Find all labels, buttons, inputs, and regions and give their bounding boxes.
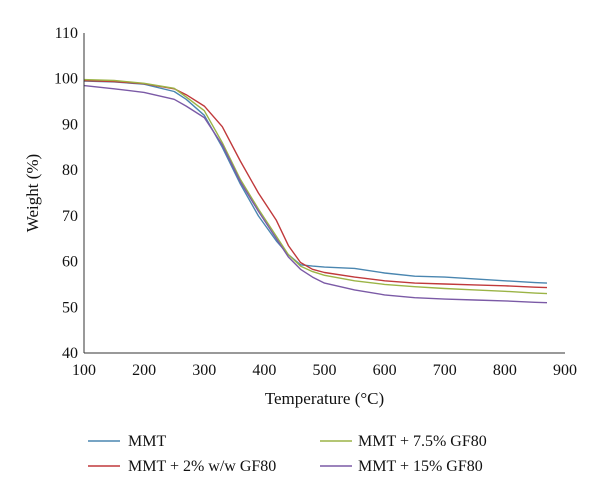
x-tick-label: 300 xyxy=(192,362,216,379)
x-tick-labels: 100 200 300 400 500 600 700 800 900 xyxy=(72,362,577,379)
legend: MMT MMT + 2% w/w GF80 MMT + 7.5% GF80 MMT +… xyxy=(88,433,487,475)
y-tick-label: 90 xyxy=(62,116,78,133)
series-line-4 xyxy=(83,84,548,304)
y-axis-label: Weight (%) xyxy=(23,154,42,232)
series-line-1 xyxy=(83,80,548,284)
plot-area xyxy=(83,78,548,304)
x-axis-label: Temperature (°C) xyxy=(265,389,384,408)
series-line-2 xyxy=(83,79,548,289)
y-tick-labels: 40 50 60 70 80 90 100 110 xyxy=(54,25,78,362)
x-tick-label: 700 xyxy=(433,362,457,379)
x-tick-label: 200 xyxy=(132,362,156,379)
x-tick-label: 800 xyxy=(493,362,517,379)
y-tick-label: 50 xyxy=(62,299,78,316)
x-tick-label: 400 xyxy=(252,362,276,379)
legend-label-4: MMT + 15% GF80 xyxy=(358,458,483,475)
y-tick-label: 40 xyxy=(62,345,78,362)
x-tick-label: 500 xyxy=(313,362,337,379)
y-tick-label: 100 xyxy=(54,71,78,88)
x-tick-label: 600 xyxy=(373,362,397,379)
series-line-3 xyxy=(83,78,548,295)
y-tick-label: 80 xyxy=(62,162,78,179)
legend-label-3: MMT + 7.5% GF80 xyxy=(358,433,487,450)
y-tick-label: 110 xyxy=(55,25,78,42)
y-tick-label: 60 xyxy=(62,254,78,271)
legend-label-1: MMT xyxy=(128,433,166,450)
x-tick-label: 100 xyxy=(72,362,96,379)
x-tick-label: 900 xyxy=(553,362,577,379)
legend-label-2: MMT + 2% w/w GF80 xyxy=(128,458,276,475)
y-tick-label: 70 xyxy=(62,208,78,225)
axes xyxy=(83,33,565,354)
